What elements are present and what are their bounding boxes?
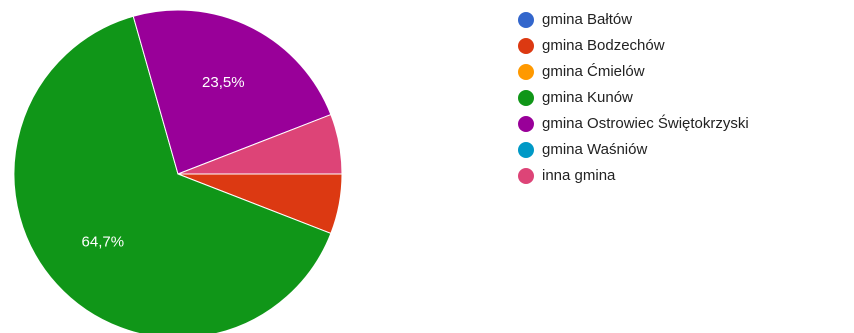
legend-label: gmina Bodzechów [542, 37, 665, 54]
legend-item-gmina-baltow[interactable]: gmina Bałtów [518, 7, 749, 32]
legend-label: inna gmina [542, 167, 616, 184]
pie-slice-gmina-kunow[interactable] [13, 15, 332, 333]
pie-slice-inna-gmina[interactable] [177, 113, 343, 175]
legend-item-inna-gmina[interactable]: inna gmina [518, 163, 749, 188]
legend-swatch [518, 141, 534, 158]
legend-label: gmina Waśniów [542, 141, 648, 158]
legend-item-gmina-kunow[interactable]: gmina Kunów [518, 85, 749, 110]
legend-label: gmina Bałtów [542, 11, 633, 28]
chart-legend: gmina Bałtów gmina Bodzechów gmina Ćmielów… [518, 7, 749, 189]
legend-swatch [518, 167, 534, 184]
data-label-gmina-ostrowiec-swietokrzyski: 23,5% [202, 74, 245, 91]
legend-item-gmina-cmielow[interactable]: gmina Ćmielów [518, 59, 749, 84]
legend-swatch [518, 63, 534, 80]
legend-item-gmina-wasniow[interactable]: gmina Waśniów [518, 137, 749, 162]
legend-label: gmina Ćmielów [542, 63, 645, 80]
legend-swatch [518, 89, 534, 106]
legend-item-gmina-ostrowiec-swietokrzyski[interactable]: gmina Ostrowiec Świętokrzyski [518, 111, 749, 136]
pie-slice-gmina-ostrowiec-swietokrzyski[interactable] [132, 9, 332, 175]
legend-swatch [518, 11, 534, 28]
pie-chart: 64,7% 23,5% [13, 9, 343, 333]
legend-label: gmina Kunów [542, 89, 633, 106]
legend-item-gmina-bodzechow[interactable]: gmina Bodzechów [518, 33, 749, 58]
legend-swatch [518, 115, 534, 132]
legend-swatch [518, 37, 534, 54]
data-label-gmina-kunow: 64,7% [82, 233, 125, 250]
legend-label: gmina Ostrowiec Świętokrzyski [542, 115, 749, 132]
